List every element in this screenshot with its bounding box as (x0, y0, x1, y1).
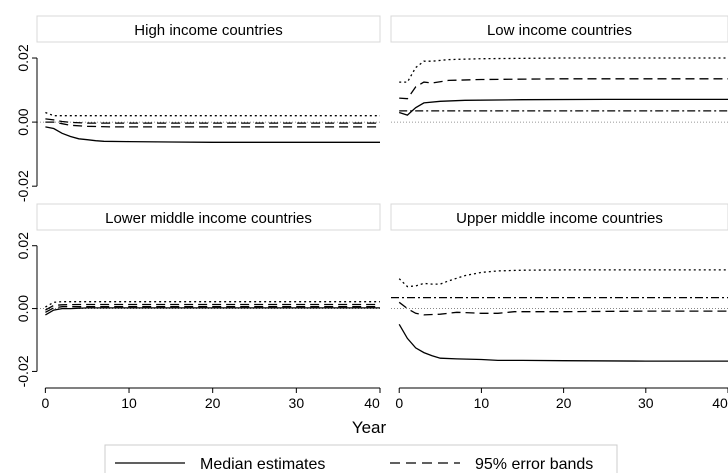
series-line-dotted (45, 301, 380, 308)
panels-layer: High income countries 0.02 0.00 -0.02 Low in… (15, 15, 728, 411)
x-axis-title: Year (352, 418, 387, 437)
series-line-dashed (45, 306, 380, 313)
panel-3: Lower middle income countries 0.02 0.00 -0.… (15, 203, 381, 411)
panel-title: Upper middle income countries (456, 210, 663, 227)
panel-title-strip (36, 203, 381, 231)
y-tick-label: 0.02 (15, 232, 31, 259)
panel-title-strip (390, 203, 728, 231)
x-tick-label: 0 (41, 395, 49, 411)
x-tick-label: 40 (364, 395, 380, 411)
series-line-dashed (45, 121, 380, 128)
panel-title: Lower middle income countries (105, 210, 312, 227)
x-tick-label: 40 (712, 395, 728, 411)
x-tick-label: 30 (638, 395, 654, 411)
series-line-solid (399, 98, 728, 116)
series-line-dashed (45, 118, 380, 124)
series-line-solid (45, 126, 380, 143)
series-line-dotted (45, 111, 380, 117)
legend-label-median: Median estimates (200, 456, 325, 473)
x-tick-label: 20 (205, 395, 221, 411)
panel-title-strip (36, 15, 381, 43)
x-tick-label: 20 (556, 395, 572, 411)
legend: Median estimates 95% error bands (104, 444, 618, 473)
panel-title-strip (390, 15, 728, 43)
series-line-solid (398, 323, 728, 362)
panel-2: Low income countries (390, 15, 728, 123)
y-tick-label: -0.02 (15, 355, 31, 387)
x-tick-label: 10 (121, 395, 137, 411)
series-line-dashed (399, 78, 728, 100)
x-tick-label: 0 (395, 395, 403, 411)
series-line-dashed (398, 301, 728, 316)
y-tick-label: 0.00 (15, 108, 31, 135)
panel-title: High income countries (134, 22, 282, 39)
x-tick-label: 10 (474, 395, 490, 411)
panel-4: Upper middle income countries 0 10 20 30 40 (390, 203, 728, 411)
series-line-solid (45, 307, 380, 316)
panel-1: High income countries 0.02 0.00 -0.02 (15, 15, 381, 202)
y-tick-label: 0.02 (15, 44, 31, 71)
legend-label-error-bands: 95% error bands (475, 456, 593, 473)
y-tick-label: -0.02 (15, 170, 31, 202)
legend-frame (104, 444, 618, 473)
series-line-dashed (45, 303, 380, 311)
x-tick-label: 30 (289, 395, 305, 411)
panel-title: Low income countries (487, 22, 632, 39)
y-tick-label: 0.00 (15, 295, 31, 322)
series-line-dotted (398, 269, 728, 288)
